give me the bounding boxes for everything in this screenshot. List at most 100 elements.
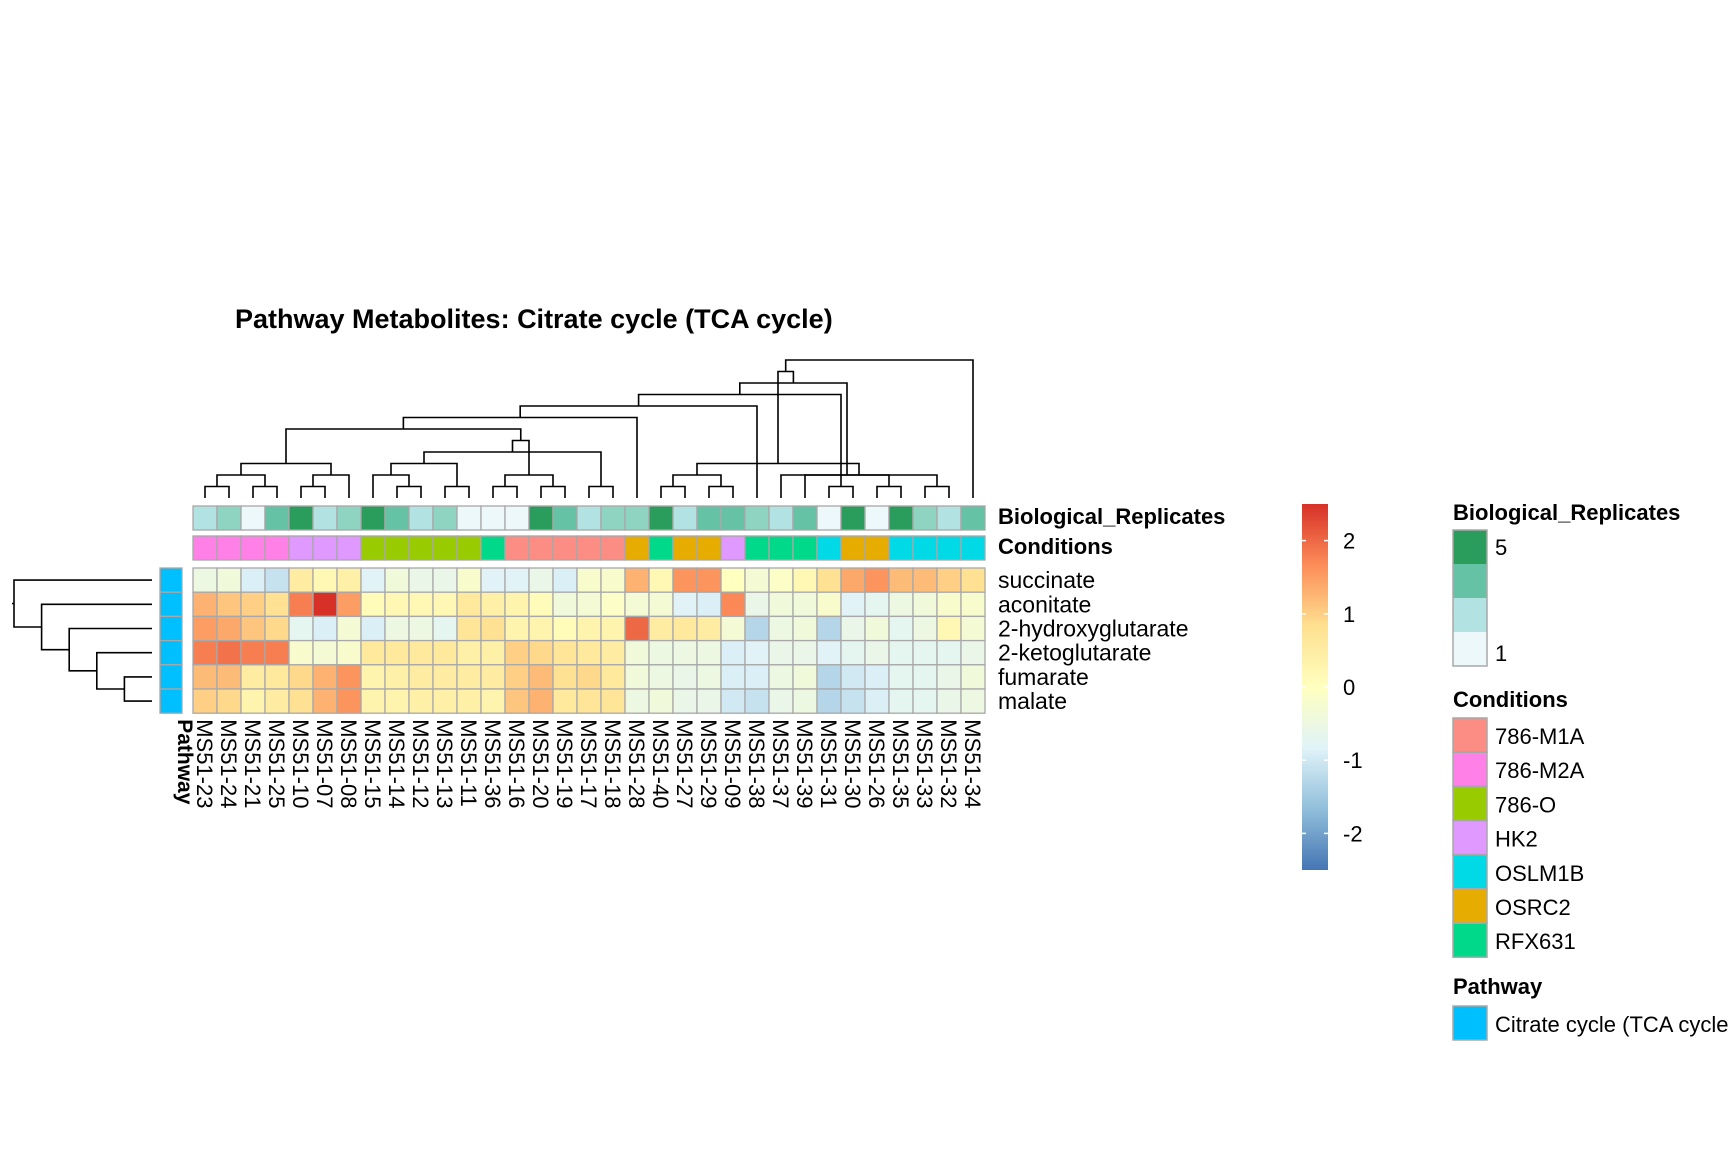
pathway-cell xyxy=(159,664,183,690)
column-label: MS51-16 xyxy=(504,719,529,808)
column-label: MS51-19 xyxy=(552,719,577,808)
heatmap-cell xyxy=(936,567,962,593)
color-scale-legend: 2 1 0 -1 -2 xyxy=(1302,504,1363,870)
heatmap-cell xyxy=(960,615,986,642)
heatmap-cell xyxy=(720,664,746,690)
heatmap-cell xyxy=(504,591,530,618)
column-label: MS51-09 xyxy=(720,719,745,808)
heatmap-cell xyxy=(552,615,578,642)
heatmap-cell xyxy=(360,664,386,690)
heatmap-cell xyxy=(240,688,266,714)
heatmap-cell xyxy=(216,591,242,618)
replicates-legend-swatch xyxy=(1453,598,1487,632)
heatmap-cell xyxy=(384,615,410,642)
heatmap-cell xyxy=(432,567,458,593)
heatmap-cell xyxy=(456,664,482,690)
heatmap-cell xyxy=(408,567,434,593)
replicate-cell xyxy=(552,505,578,531)
heatmap-cell xyxy=(936,639,962,666)
heatmap-cell xyxy=(816,567,842,593)
heatmap-cell xyxy=(432,639,458,666)
heatmap-cell xyxy=(960,591,986,618)
heatmap-cell xyxy=(216,615,242,642)
column-label: MS51-35 xyxy=(888,719,913,808)
column-label: MS51-07 xyxy=(312,719,337,808)
column-label: MS51-12 xyxy=(408,719,433,808)
heatmap-cell xyxy=(864,664,890,690)
heatmap-cell xyxy=(624,688,650,714)
heatmap-cell xyxy=(528,615,554,642)
heatmap-cell xyxy=(432,664,458,690)
heatmap-cell xyxy=(864,615,890,642)
replicate-cell xyxy=(792,505,818,531)
pathway-cell xyxy=(159,591,183,618)
replicate-cell xyxy=(768,505,794,531)
heatmap-cell xyxy=(336,615,362,642)
heatmap-cell xyxy=(408,615,434,642)
replicate-cell xyxy=(864,505,890,531)
scale-tick-label: 1 xyxy=(1343,602,1355,627)
dendrogram-branch xyxy=(784,359,974,498)
heatmap-cell xyxy=(696,615,722,642)
replicate-cell xyxy=(528,505,554,531)
replicate-cell xyxy=(288,505,314,531)
heatmap-cell xyxy=(912,567,938,593)
heatmap-cell xyxy=(384,567,410,593)
heatmap-cell xyxy=(456,591,482,618)
heatmap-cell xyxy=(888,664,914,690)
column-label: MS51-40 xyxy=(648,719,673,808)
heatmap-cell xyxy=(792,615,818,642)
heatmap-cell xyxy=(360,688,386,714)
heatmap-cell xyxy=(648,688,674,714)
replicates-legend-swatch xyxy=(1453,632,1487,666)
heatmap-labels: Biological_Replicates Conditions succinate… xyxy=(173,504,1225,808)
heatmap-cell xyxy=(888,615,914,642)
replicate-cell xyxy=(672,505,698,531)
heatmap-cell xyxy=(216,664,242,690)
heatmap-cell xyxy=(672,567,698,593)
heatmap-cell xyxy=(864,567,890,593)
heatmap-cell xyxy=(600,639,626,666)
heatmap-cell xyxy=(720,567,746,593)
condition-cell xyxy=(936,535,962,561)
pathway-cell xyxy=(159,688,183,714)
heatmap-cell xyxy=(816,591,842,618)
conditions-legend-label: 786-M1A xyxy=(1495,724,1585,749)
conditions-legend-swatch xyxy=(1452,785,1488,822)
column-label: MS51-29 xyxy=(696,719,721,808)
replicate-cell xyxy=(216,505,242,531)
conditions-legend-swatch xyxy=(1452,819,1488,856)
replicate-cell xyxy=(480,505,506,531)
heatmap-cell xyxy=(648,567,674,593)
heatmap-cell xyxy=(480,664,506,690)
conditions-legend-label: 786-M2A xyxy=(1495,758,1585,783)
column-label: MS51-27 xyxy=(672,719,697,808)
heatmap-cell xyxy=(552,639,578,666)
conditions-legend-swatch xyxy=(1452,854,1488,890)
heatmap-cell xyxy=(240,615,266,642)
heatmap-cell xyxy=(192,591,218,618)
condition-cell xyxy=(504,535,530,561)
pathway-legend-swatch xyxy=(1452,1005,1488,1041)
heatmap-cell xyxy=(840,591,866,618)
heatmap-cell xyxy=(768,664,794,690)
row-label: succinate xyxy=(998,567,1095,593)
condition-cell xyxy=(840,535,866,561)
heatmap-cell xyxy=(672,639,698,666)
heatmap-cell xyxy=(912,688,938,714)
column-label: MS51-15 xyxy=(360,719,385,808)
heatmap-cell xyxy=(264,664,290,690)
heatmap-cell xyxy=(792,639,818,666)
heatmap-cell xyxy=(240,639,266,666)
replicates-legend-high: 5 xyxy=(1495,535,1507,560)
heatmap-cell xyxy=(960,567,986,593)
heatmap-cell xyxy=(672,615,698,642)
heatmap-cell xyxy=(312,615,338,642)
conditions-track-label: Conditions xyxy=(998,534,1113,559)
heatmap-cell xyxy=(624,664,650,690)
condition-cell xyxy=(912,535,938,561)
column-label: MS51-24 xyxy=(216,719,241,808)
condition-cell xyxy=(648,535,674,561)
heatmap-cell xyxy=(888,567,914,593)
heatmap-cell xyxy=(192,688,218,714)
